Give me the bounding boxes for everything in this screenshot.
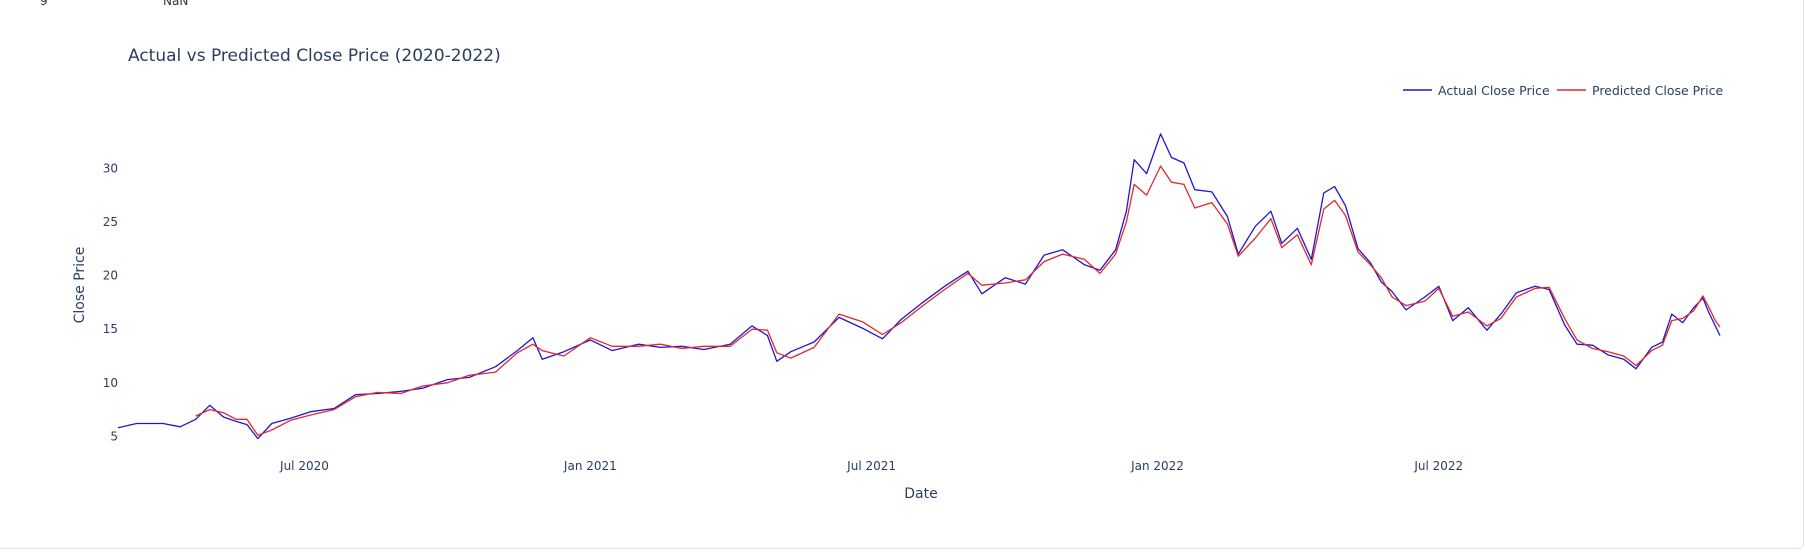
series-line-actual	[117, 133, 1721, 440]
x-axis-label: Date	[904, 486, 937, 502]
row-value: NaN	[163, 0, 189, 8]
x-tick-label: Jul 2021	[846, 459, 896, 473]
y-tick-label: 10	[103, 376, 118, 390]
y-tick-label: 30	[103, 161, 118, 175]
x-tick-label: Jan 2021	[563, 459, 617, 473]
y-tick-label: 5	[110, 429, 118, 443]
row-index: 9	[40, 0, 48, 8]
y-tick-label: 20	[103, 269, 118, 283]
legend-label-predicted[interactable]: Predicted Close Price	[1592, 83, 1723, 98]
x-axis-ticks: Jul 2020 Jan 2021 Jul 2021 Jan 2022 Jul 2022	[279, 459, 1463, 473]
y-tick-label: 25	[103, 215, 118, 229]
series-line-predicted	[195, 165, 1721, 436]
legend: Actual Close Price Predicted Close Price	[1403, 83, 1723, 98]
y-tick-label: 15	[103, 322, 118, 336]
x-tick-label: Jul 2022	[1413, 459, 1463, 473]
x-tick-label: Jul 2020	[279, 459, 329, 473]
line-chart: Actual vs Predicted Close Price (2020-20…	[72, 46, 1723, 502]
series-layer	[117, 133, 1721, 440]
x-tick-label: Jan 2022	[1130, 459, 1184, 473]
y-axis-ticks: 5 10 15 20 25 30	[103, 161, 118, 443]
y-axis-label: Close Price	[72, 247, 88, 324]
chart-title: Actual vs Predicted Close Price (2020-20…	[128, 46, 501, 66]
legend-label-actual[interactable]: Actual Close Price	[1438, 83, 1550, 98]
